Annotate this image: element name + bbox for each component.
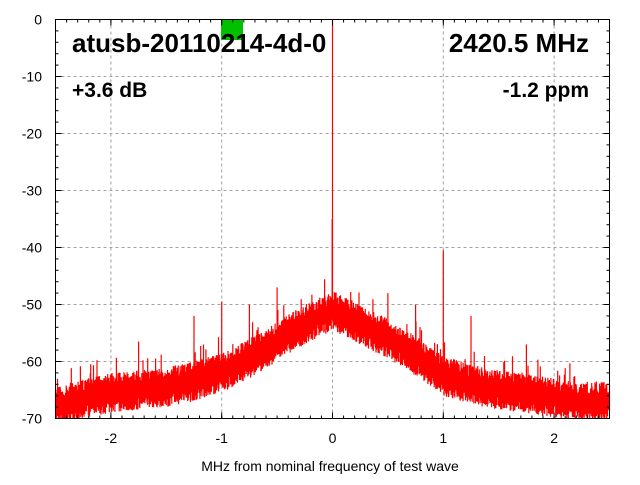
x-tick-label: 2	[550, 430, 558, 446]
spectrum-series	[54, 19, 611, 419]
axis-ticks: -2 -1 0 1 20-10-20-30-40-50-60-70	[22, 12, 610, 446]
y-tick-label: -10	[22, 69, 42, 85]
chart-title: atusb-20110214-4d-0	[72, 28, 326, 58]
y-tick-label: -70	[22, 411, 42, 427]
offset-label: -1.2 ppm	[503, 79, 589, 102]
y-tick-label: 0	[34, 12, 42, 28]
y-tick-label: -30	[22, 183, 42, 199]
x-tick-label: -2	[105, 430, 118, 446]
frequency-label: 2420.5 MHz	[449, 28, 589, 58]
y-tick-label: -60	[22, 354, 42, 370]
y-tick-label: -40	[22, 240, 42, 256]
x-tick-label: 0	[329, 430, 337, 446]
x-tick-label: -1	[215, 430, 228, 446]
y-tick-label: -20	[22, 126, 42, 142]
y-tick-label: -50	[22, 297, 42, 313]
x-axis-label: MHz from nominal frequency of test wave	[201, 458, 459, 474]
x-tick-label: 1	[439, 430, 447, 446]
gain-label: +3.6 dB	[72, 79, 147, 102]
status-marker	[221, 19, 243, 40]
